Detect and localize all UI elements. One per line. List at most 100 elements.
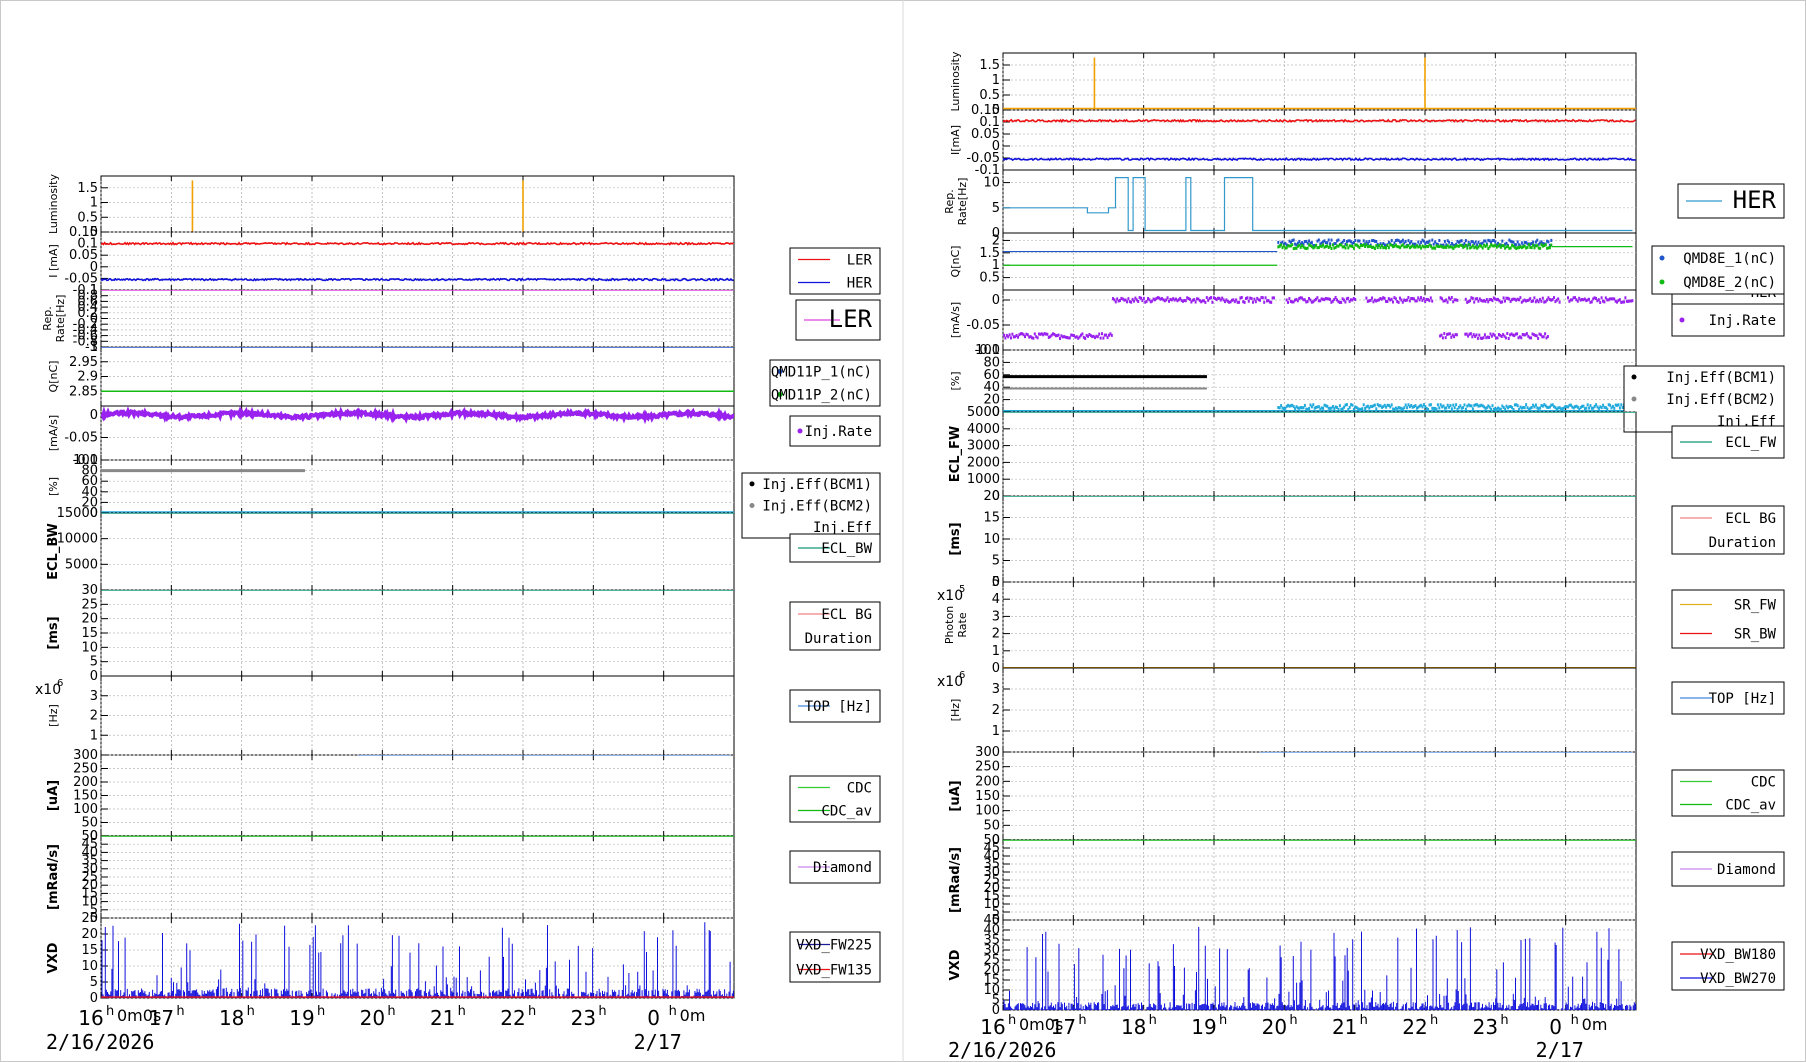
series-point [1383,246,1386,249]
series-point [1054,334,1057,338]
series-point [1270,300,1273,304]
y-tick-label: 0 [992,661,1000,676]
series-point [1576,405,1579,409]
series-point [1376,246,1379,250]
y-tick-label: -0.1 [73,453,98,468]
series-point [1183,299,1186,302]
legend: Inj.Rate [1671,303,1785,337]
series-point [1569,403,1572,407]
series-point [1485,336,1488,340]
y-axis-label: Rate [956,612,969,637]
series-point [1434,240,1437,244]
series-point [1128,300,1131,304]
series-point [1345,243,1348,247]
series-point [1543,300,1546,304]
y-tick-label: 45 [983,913,1000,928]
series-point [1418,244,1421,248]
series-point [1557,297,1560,301]
series-point [1075,335,1078,339]
series-point [1506,406,1509,410]
series-point [1435,407,1438,411]
series-point [1022,333,1025,337]
legend-label: CDC [847,781,872,797]
series-point [1464,297,1467,301]
series-point [1544,404,1547,408]
series-point [1530,246,1533,250]
series-point [1326,244,1329,248]
y-tick-label: 0 [90,669,98,684]
series-point [1368,406,1371,410]
series-point [1322,297,1324,301]
series-point [1548,244,1551,247]
series-point [1309,241,1312,245]
series-point [1284,241,1287,245]
series-point [1530,336,1533,340]
series-point [1308,239,1311,243]
series-point [1379,246,1382,250]
series-point [1536,406,1539,410]
series-point [1371,246,1374,249]
series-point [1397,406,1400,409]
series-point [1361,244,1364,248]
series-point [1418,404,1421,408]
series-point [1393,407,1396,411]
series-point [1333,298,1336,301]
series-point [1298,243,1301,247]
y-tick-label: 300 [975,745,1000,760]
x-tick-unit: h [1078,1013,1086,1028]
series-point [1296,299,1299,303]
series-point [1399,296,1401,300]
series-point [1536,298,1539,302]
series-point [1156,296,1159,300]
y-tick-label: 15 [81,626,98,641]
series-point [1369,298,1372,302]
series-point [1389,243,1392,247]
series-point [1319,244,1322,248]
series-point [1544,243,1547,247]
series-point [1094,336,1096,340]
series-point [1282,244,1285,248]
series-point [1386,403,1389,407]
legend: QMD11P_1(nC) QMD11P_2(nC) [769,359,881,407]
series-point [1364,245,1367,248]
series-point [1451,333,1454,337]
date-end: 2/17 [1536,1038,1584,1062]
series-point [1520,241,1523,245]
series-point [1312,300,1315,304]
series-point [1435,244,1438,248]
series-point [1511,240,1514,244]
series-point [1441,336,1444,340]
y-tick-label: -0.1 [975,163,1000,178]
series-point [1106,336,1109,340]
series-point [1455,242,1458,246]
series-point [1491,404,1494,408]
series-point [1485,406,1488,410]
series-point [1396,407,1399,411]
series-point [1316,405,1319,409]
series-point [1526,245,1529,249]
series-point [1337,408,1340,411]
y-tick-label: 40 [983,380,1000,395]
series-point [1470,245,1473,249]
series-point [1495,298,1498,302]
series-point [1481,299,1484,303]
series-point [1119,298,1121,302]
y-tick-label: 40 [983,923,1000,938]
series-point [1501,300,1504,304]
series-point [1312,403,1315,407]
series-point [1102,336,1105,340]
series-point [1541,244,1544,248]
series-point [1516,332,1519,336]
series-point [1429,403,1432,407]
series-point [1350,244,1353,248]
series-point [1190,300,1193,304]
series-point [1537,336,1540,340]
series-point [1541,335,1544,339]
series-point [1504,336,1507,340]
series-point [1155,297,1158,301]
series-point [1463,245,1466,249]
series-point [1306,408,1309,411]
series-point [1261,296,1264,300]
series-point [1087,334,1089,338]
series-point [1620,403,1623,407]
